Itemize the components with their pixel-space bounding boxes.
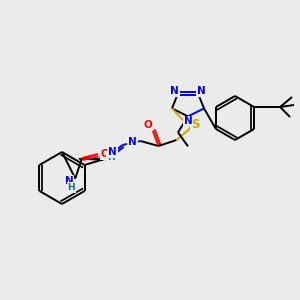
- Text: N: N: [170, 86, 179, 96]
- Text: S: S: [191, 118, 200, 130]
- Text: N: N: [197, 86, 206, 96]
- Text: H: H: [107, 152, 115, 161]
- Text: O: O: [100, 149, 109, 159]
- Text: H: H: [68, 183, 75, 192]
- Text: N: N: [184, 116, 192, 126]
- Text: N: N: [65, 176, 74, 185]
- Text: O: O: [143, 120, 152, 130]
- Text: N: N: [128, 137, 137, 147]
- Text: N: N: [108, 147, 117, 157]
